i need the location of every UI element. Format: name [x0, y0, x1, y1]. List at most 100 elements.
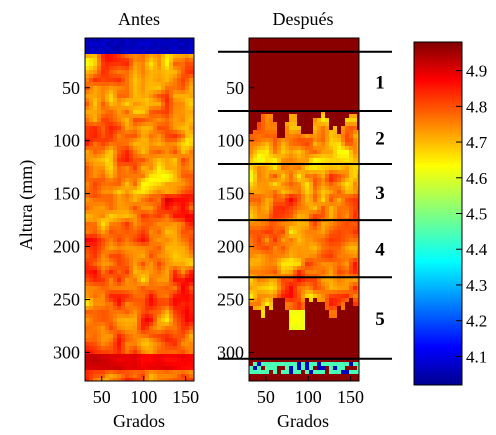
heatmap-cell [281, 114, 286, 119]
heatmap-cell [297, 330, 302, 335]
heatmap-cell [313, 298, 318, 303]
heatmap-cell [357, 242, 360, 247]
heatmap-cell [253, 254, 258, 259]
heatmap-cell [309, 138, 314, 143]
heatmap-cell [337, 354, 342, 359]
heatmap-cell [129, 130, 134, 135]
heatmap-cell [165, 62, 170, 67]
heatmap-cell [321, 286, 326, 291]
heatmap-cell [189, 238, 194, 243]
heatmap-cell [345, 346, 350, 351]
heatmap-cell [169, 62, 174, 67]
heatmap-cell [93, 54, 98, 59]
heatmap-cell [321, 158, 326, 163]
heatmap-cell [157, 82, 162, 87]
heatmap-cell [161, 322, 166, 327]
heatmap-cell [333, 130, 338, 135]
heatmap-cell [141, 102, 146, 107]
heatmap-cell [137, 266, 142, 271]
heatmap-cell [297, 102, 302, 107]
heatmap-cell [321, 326, 326, 331]
heatmap-cell [285, 278, 290, 283]
heatmap-cell [145, 282, 150, 287]
heatmap-cell [161, 234, 166, 239]
heatmap-cell [297, 290, 302, 295]
heatmap-cell [261, 182, 266, 187]
heatmap-cell [161, 218, 166, 223]
heatmap-cell [321, 366, 326, 371]
heatmap-cell [317, 342, 322, 347]
heatmap-cell [333, 102, 338, 107]
heatmap-cell [165, 238, 170, 243]
heatmap-cell [301, 350, 306, 355]
heatmap-cell [301, 194, 306, 199]
heatmap-cell [165, 138, 170, 143]
heatmap-cell [345, 302, 350, 307]
heatmap-cell [113, 138, 118, 143]
heatmap-cell [125, 318, 130, 323]
heatmap-cell [129, 174, 134, 179]
heatmap-cell [153, 246, 158, 251]
heatmap-cell [125, 126, 130, 131]
heatmap-cell [289, 130, 294, 135]
heatmap-cell [97, 150, 102, 155]
heatmap-cell [313, 370, 318, 375]
heatmap-cell [117, 378, 122, 382]
heatmap-cell [89, 358, 94, 363]
heatmap-cell [93, 334, 98, 339]
heatmap-cell [341, 302, 346, 307]
heatmap-cell [301, 38, 306, 43]
heatmap-cell [297, 318, 302, 323]
heatmap-cell [349, 338, 354, 343]
heatmap-cell [137, 54, 142, 59]
heatmap-cell [269, 346, 274, 351]
heatmap-cell [125, 178, 130, 183]
heatmap-cell [269, 190, 274, 195]
heatmap-cell [313, 330, 318, 335]
heatmap-cell [161, 318, 166, 323]
heatmap-cell [273, 82, 278, 87]
heatmap-cell [157, 318, 162, 323]
heatmap-cell [297, 110, 302, 115]
heatmap-cell [349, 310, 354, 315]
heatmap-cell [349, 90, 354, 95]
heatmap-cell [329, 202, 334, 207]
heatmap-cell [317, 190, 322, 195]
heatmap-cell [141, 142, 146, 147]
heatmap-cell [141, 206, 146, 211]
heatmap-cell [165, 162, 170, 167]
heatmap-cell [145, 206, 150, 211]
heatmap-cell [141, 358, 146, 363]
heatmap-cell [149, 90, 154, 95]
heatmap-cell [333, 342, 338, 347]
heatmap-cell [345, 322, 350, 327]
y-axis-label: Altura (mm) [16, 160, 37, 250]
heatmap-cell [189, 206, 194, 211]
heatmap-cell [317, 118, 322, 123]
heatmap-cell [85, 46, 90, 51]
heatmap-cell [93, 154, 98, 159]
heatmap-cell [121, 246, 126, 251]
heatmap-cell [269, 310, 274, 315]
heatmap-cell [357, 378, 360, 382]
heatmap-cell [105, 326, 110, 331]
heatmap-cell [169, 98, 174, 103]
heatmap-cell [329, 362, 334, 367]
heatmap-cell [281, 154, 286, 159]
heatmap-cell [285, 286, 290, 291]
heatmap-cell [97, 182, 102, 187]
heatmap-cell [305, 114, 310, 119]
heatmap-cell [185, 210, 190, 215]
heatmap-cell [349, 234, 354, 239]
heatmap-cell [97, 58, 102, 63]
heatmap-cell [133, 374, 138, 379]
heatmap-cell [269, 122, 274, 127]
heatmap-cell [325, 198, 330, 203]
heatmap-cell [293, 54, 298, 59]
heatmap-cell [117, 246, 122, 251]
heatmap-cell [253, 270, 258, 275]
heatmap-cell [317, 150, 322, 155]
heatmap-cell [329, 102, 334, 107]
heatmap-cell [285, 110, 290, 115]
heatmap-cell [257, 198, 262, 203]
